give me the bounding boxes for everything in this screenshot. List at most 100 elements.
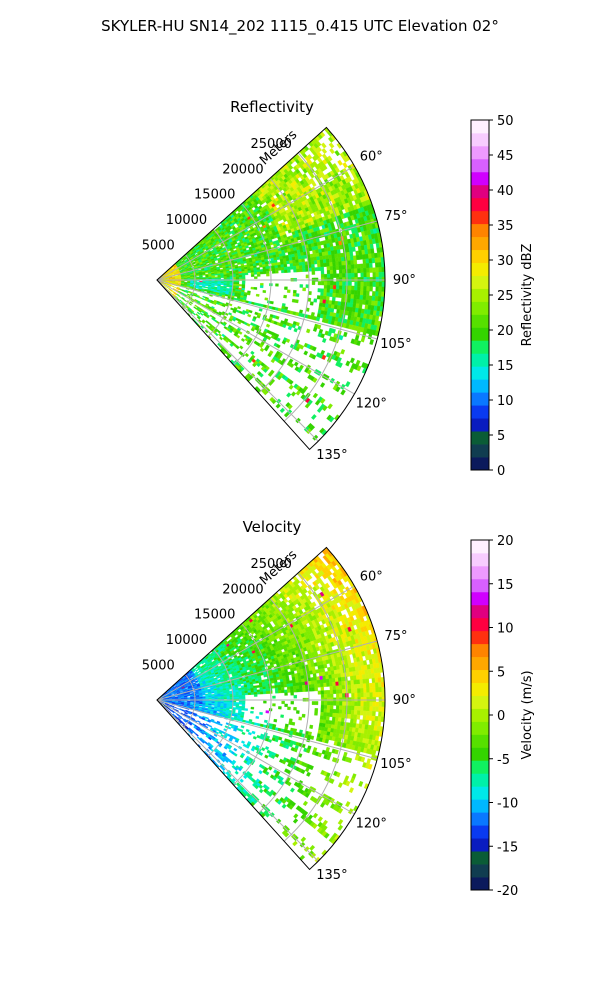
azimuth-tick-label: 135° <box>316 448 347 463</box>
colorbar-segment <box>471 578 489 593</box>
colorbar-segment <box>471 132 489 147</box>
colorbar-segment <box>471 617 489 632</box>
colorbar-segment <box>471 158 489 173</box>
colorbar-segment <box>471 669 489 683</box>
colorbar-segment <box>471 682 489 696</box>
azimuth-spoke <box>156 279 319 442</box>
colorbar-tick-label: 20 <box>497 324 514 339</box>
colorbar-segment <box>471 721 489 735</box>
colorbar-tick-label: 45 <box>497 149 514 164</box>
colorbar-segment <box>471 171 489 186</box>
colorbar-tick-label: -5 <box>497 753 510 768</box>
figure-suptitle: SKYLER-HU SN14_202 1115_0.415 UTC Elevat… <box>101 17 499 36</box>
colorbar-segment <box>471 249 489 263</box>
range-tick-label: 15000 <box>194 608 235 623</box>
sector-frame <box>156 126 386 451</box>
azimuth-spoke <box>156 640 378 701</box>
reflectivity-panel: Reflectivity60°75°90°105°120°135°5000100… <box>142 98 535 479</box>
azimuth-tick-label: 90° <box>393 693 416 708</box>
range-tick-label: 20000 <box>222 582 263 597</box>
radar-field <box>158 127 386 441</box>
range-tick-label: 20000 <box>222 162 263 177</box>
azimuth-tick-label: 60° <box>360 149 383 164</box>
colorbar-tick-label: 25 <box>497 289 514 304</box>
colorbar-segment <box>471 327 489 341</box>
colorbar-segment <box>471 457 489 471</box>
range-ring <box>258 177 310 394</box>
colorbar-segment <box>471 799 489 813</box>
colorbar-segment <box>471 708 489 722</box>
colorbar-segment <box>471 734 489 748</box>
colorbar-tick-label: 50 <box>497 114 514 129</box>
azimuth-spoke <box>156 165 355 281</box>
colorbar-label: Velocity (m/s) <box>520 670 535 759</box>
colorbar-segment <box>471 643 489 658</box>
colorbar-tick-label: 10 <box>497 622 514 637</box>
colorbar-tick-label: 30 <box>497 254 514 269</box>
colorbar-segment <box>471 340 489 354</box>
azimuth-tick-label: 135° <box>316 868 347 883</box>
colorbar-tick-label: -15 <box>497 840 518 855</box>
colorbar-tick-label: 5 <box>497 429 505 444</box>
colorbar-segment <box>471 314 489 328</box>
colorbar-segment <box>471 786 489 800</box>
colorbar-segment <box>471 825 489 839</box>
colorbar-segment <box>471 812 489 826</box>
colorbar-segment <box>471 747 489 761</box>
range-tick-label: 25000 <box>251 137 292 152</box>
colorbar-segment <box>471 262 489 276</box>
range-tick-label: 10000 <box>166 633 207 648</box>
range-tick-label: 25000 <box>251 557 292 572</box>
colorbar-segment <box>471 695 489 709</box>
colorbar-segment <box>471 760 489 774</box>
colorbar-segment <box>471 405 489 419</box>
colorbar-segment <box>471 565 489 580</box>
colorbar-tick-label: 15 <box>497 359 514 374</box>
colorbar-segment <box>471 366 489 380</box>
colorbar-tick-label: -10 <box>497 797 518 812</box>
colorbar-segment <box>471 275 489 289</box>
colorbar-segment <box>471 877 489 891</box>
colorbar-tick-label: 20 <box>497 534 514 549</box>
azimuth-tick-label: 105° <box>380 757 411 772</box>
polar-grid <box>156 152 385 442</box>
polar-grid <box>156 572 385 862</box>
colorbar-tick-label: 0 <box>497 709 505 724</box>
azimuth-spoke <box>156 279 355 395</box>
colorbar-segment <box>471 851 489 865</box>
colorbar-segment <box>471 288 489 302</box>
colorbar-segment <box>471 656 489 671</box>
velocity-panel: Velocity 60° 75° 90° 105° 120° 135° 5000 10000 15… <box>142 518 535 899</box>
panel-title: Velocity <box>243 518 302 536</box>
azimuth-spoke <box>156 699 319 862</box>
range-ring <box>182 254 196 309</box>
azimuth-tick-label: 90° <box>393 273 416 288</box>
colorbar-segment <box>471 145 489 160</box>
colorbar-segment <box>471 353 489 367</box>
azimuth-tick-label: 60° <box>360 569 383 584</box>
colorbar-segment <box>471 864 489 878</box>
azimuth-tick-label: 120° <box>356 397 387 412</box>
colorbar-segment <box>471 431 489 445</box>
sector-frame <box>156 546 386 871</box>
colorbar-segment <box>471 591 489 606</box>
colorbar: 0 5 10 15 20 25 30 35 40 45 50 Reflectivity dBZ <box>470 114 535 479</box>
colorbar-segment <box>471 120 489 134</box>
range-ring <box>258 597 310 814</box>
colorbar-segment <box>471 540 489 554</box>
azimuth-tick-label: 120° <box>356 817 387 832</box>
azimuth-spoke <box>156 279 378 340</box>
colorbar-tick-label: 10 <box>497 394 514 409</box>
colorbar-segment <box>471 197 489 212</box>
colorbar-tick-label: -20 <box>497 884 518 899</box>
azimuth-tick-label: 75° <box>384 209 407 224</box>
colorbar-segment <box>471 184 489 199</box>
colorbar-segment <box>471 223 489 238</box>
colorbar-segment <box>471 630 489 645</box>
colorbar-segment <box>471 301 489 315</box>
azimuth-spoke <box>156 220 378 281</box>
colorbar-segment <box>471 838 489 852</box>
azimuth-spoke <box>156 699 355 815</box>
azimuth-tick-label: 75° <box>384 629 407 644</box>
